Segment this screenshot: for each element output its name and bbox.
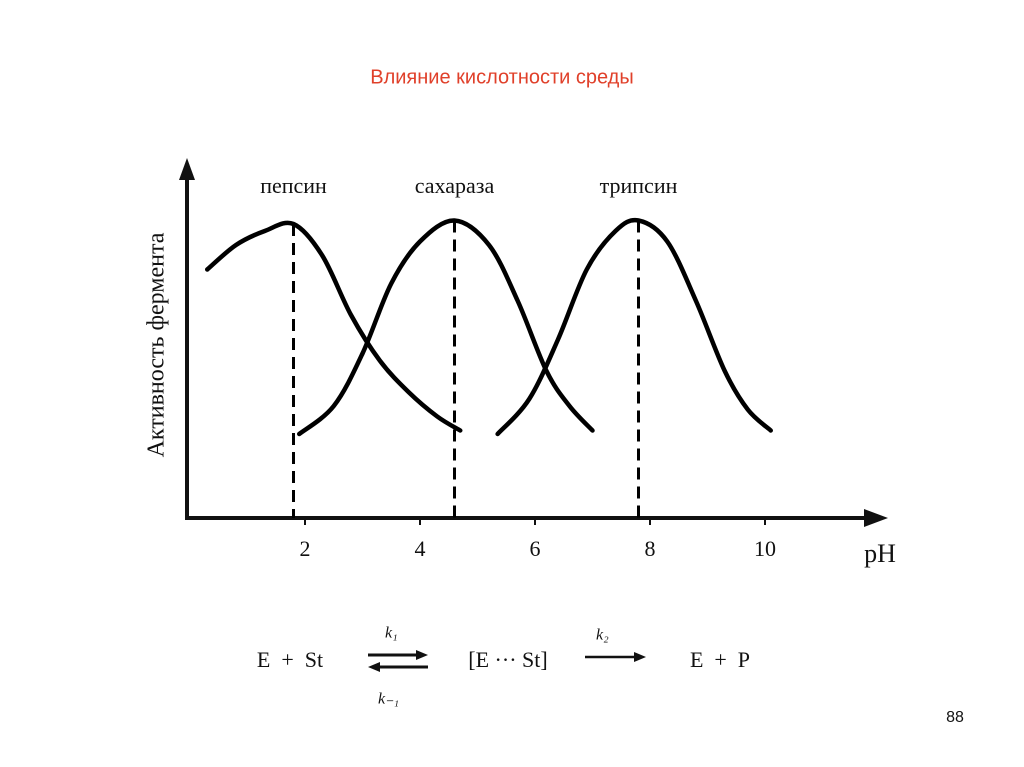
curve — [205, 220, 463, 433]
series-label: сахараза — [415, 173, 495, 198]
y-arrow — [179, 158, 195, 180]
chart-title: Влияние кислотности среды — [370, 66, 633, 88]
equation-complex: [E ··· St] — [468, 647, 547, 672]
arrow-head — [416, 650, 428, 660]
page-number: 88 — [946, 709, 964, 726]
rate-constant: k₋₁ — [378, 691, 399, 708]
x-tick-label: 2 — [300, 536, 311, 561]
equation-reactants: E + St — [257, 647, 323, 672]
equation-products: E + P — [690, 647, 750, 672]
curve — [297, 218, 595, 437]
x-tick-label: 10 — [754, 536, 776, 561]
series-label: пепсин — [260, 173, 327, 198]
x-axis-label: pH — [864, 539, 896, 568]
x-arrow — [864, 509, 888, 527]
x-tick-label: 4 — [415, 536, 426, 561]
rate-constant: k₂ — [596, 627, 609, 644]
arrow-head — [368, 662, 380, 672]
rate-constant: k₁ — [385, 625, 398, 642]
equation: E + St k₁ k₋₁ [E ··· St] k₂ E + P — [257, 625, 750, 708]
curve — [495, 217, 773, 437]
x-tick-label: 6 — [530, 536, 541, 561]
y-axis-label: Активность фермента — [144, 232, 170, 457]
arrow-head — [634, 652, 646, 662]
x-tick-label: 8 — [645, 536, 656, 561]
axes — [179, 158, 888, 527]
series-label: трипсин — [600, 173, 678, 198]
